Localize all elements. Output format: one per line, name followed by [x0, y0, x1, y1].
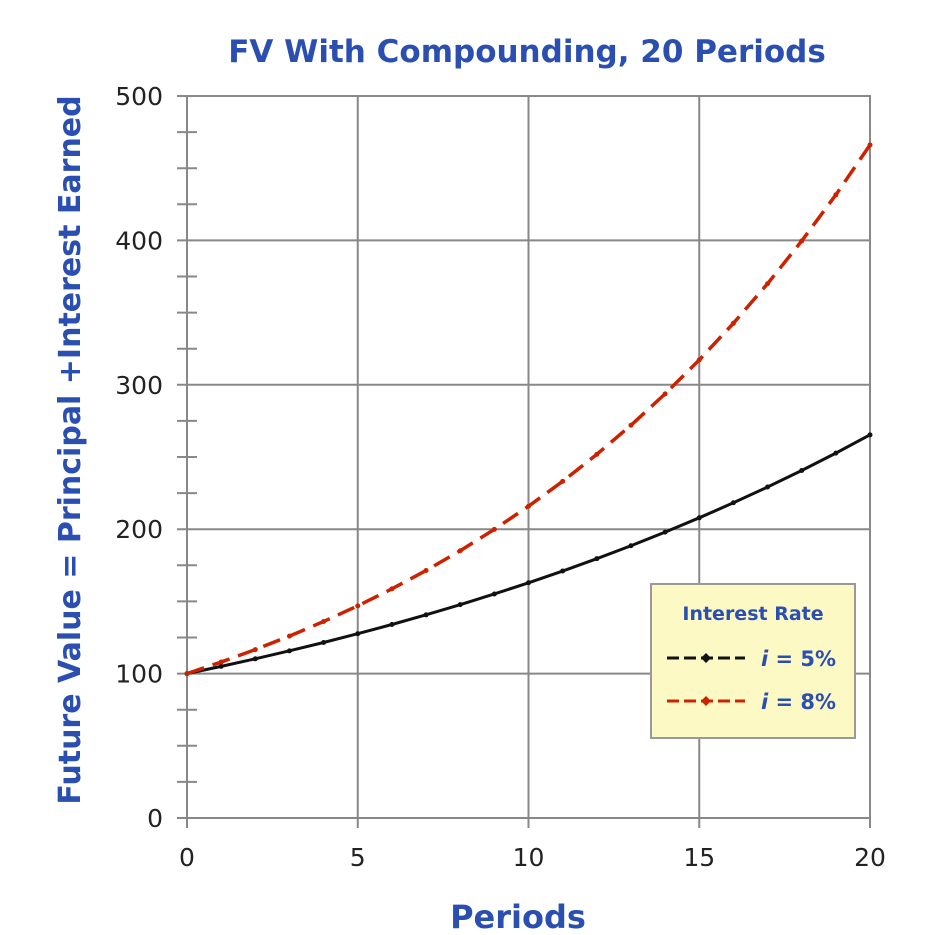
data-point — [628, 543, 634, 549]
data-point — [594, 556, 600, 562]
legend-title: Interest Rate — [682, 603, 823, 625]
legend-marker-diamond-icon — [701, 696, 711, 706]
data-point — [423, 612, 429, 618]
data-point — [491, 526, 497, 532]
data-point — [662, 529, 668, 535]
legend-marker-diamond-icon — [701, 653, 711, 663]
data-point — [526, 580, 531, 586]
data-point — [867, 142, 873, 148]
x-tick-label: 10 — [513, 843, 545, 872]
data-point — [457, 548, 463, 554]
data-point — [833, 192, 839, 198]
data-point — [423, 568, 429, 574]
data-point — [526, 503, 531, 509]
data-point — [355, 631, 361, 637]
series-layer — [184, 142, 873, 677]
data-point — [252, 656, 258, 662]
legend-label-value: = 5% — [768, 647, 836, 671]
data-point — [730, 500, 736, 506]
x-tick-label: 20 — [854, 843, 886, 872]
data-point — [594, 451, 600, 457]
data-point — [389, 586, 395, 592]
x-axis-label: Periods — [450, 898, 586, 935]
y-tick-label: 100 — [115, 660, 163, 689]
data-point — [491, 591, 497, 597]
data-point — [765, 281, 771, 287]
data-point — [867, 432, 873, 438]
y-tick-label: 200 — [115, 515, 163, 544]
legend: Interest Rate i = 5%i = 8% — [650, 583, 856, 739]
data-point — [696, 515, 702, 521]
legend-label-variable: i — [761, 647, 769, 671]
data-point — [628, 422, 634, 428]
data-point — [560, 478, 566, 484]
data-point — [696, 357, 702, 363]
chart-title: FV With Compounding, 20 Periods — [228, 34, 826, 70]
legend-label-value: = 8% — [768, 690, 836, 714]
data-point — [321, 639, 327, 645]
data-point — [765, 484, 771, 490]
data-point — [286, 633, 292, 639]
data-point — [730, 320, 736, 326]
data-point — [799, 467, 805, 473]
data-point — [252, 647, 258, 653]
tick-labels: 0 100 200 300 400 500 0 5 10 15 20 — [115, 82, 886, 872]
x-tick-label: 15 — [683, 843, 715, 872]
data-point — [218, 663, 224, 669]
y-tick-label: 0 — [147, 804, 163, 833]
y-tick-label: 500 — [115, 82, 163, 111]
data-point — [833, 450, 839, 456]
data-point — [662, 391, 668, 397]
x-tick-label: 5 — [350, 843, 366, 872]
legend-box — [650, 583, 856, 739]
legend-label-2: i = 8% — [761, 690, 836, 714]
data-point — [218, 659, 224, 665]
data-point — [389, 621, 395, 627]
data-point — [321, 619, 327, 625]
x-tick-label: 0 — [179, 843, 195, 872]
y-tick-label: 300 — [115, 371, 163, 400]
data-point — [457, 602, 463, 608]
legend-label-1: i = 5% — [761, 647, 836, 671]
y-axis-label: Future Value = Principal +Interest Earne… — [53, 95, 88, 804]
legend-label-variable: i — [761, 690, 769, 714]
data-point — [184, 671, 190, 677]
data-point — [355, 603, 361, 609]
data-point — [560, 568, 566, 574]
data-point — [286, 648, 292, 654]
data-point — [799, 238, 805, 244]
y-tick-label: 400 — [115, 226, 163, 255]
